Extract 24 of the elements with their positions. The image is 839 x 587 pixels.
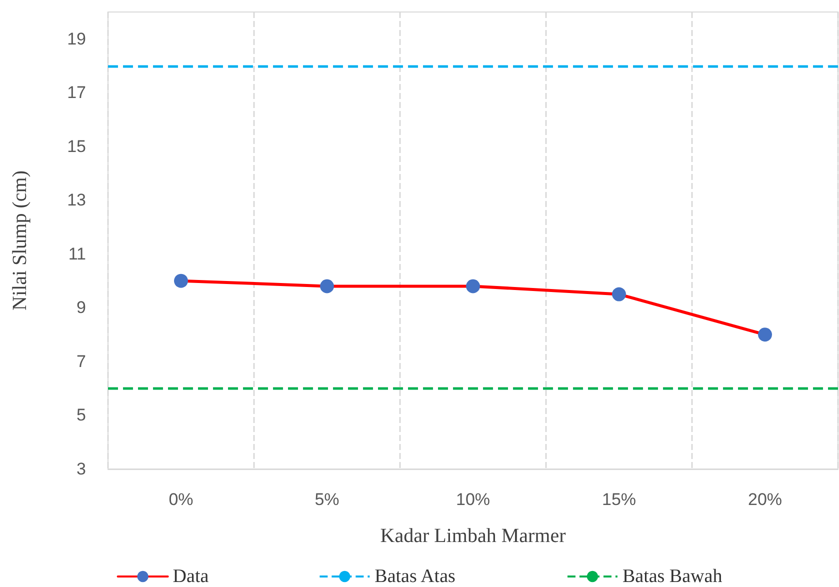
x-tick-label: 5% [314, 490, 340, 509]
x-tick-label: 10% [456, 490, 490, 509]
point [612, 287, 626, 302]
y-tick-label: 5 [76, 406, 86, 425]
point [466, 279, 480, 294]
y-tick-label: 9 [76, 298, 86, 318]
y-axis-title: Nilai Slump (cm) [9, 170, 31, 310]
y-tick-label: 7 [76, 352, 86, 371]
y-tick-label: 17 [67, 83, 86, 102]
legend-label: Data [172, 566, 210, 587]
x-tick-label: 0% [168, 490, 194, 509]
point [320, 279, 334, 294]
x-tick-label: 15% [602, 490, 636, 509]
legend-label: Batas Atas [374, 566, 456, 587]
x-tick-label: 20% [748, 490, 782, 509]
point [174, 274, 188, 288]
y-tick-label: 19 [67, 29, 86, 48]
y-tick-label: 3 [76, 460, 86, 478]
y-tick-label: 11 [68, 244, 86, 264]
y-tick-label: 13 [67, 190, 86, 210]
point [758, 328, 772, 342]
y-tick-label: 15 [67, 136, 86, 156]
x-axis-title: Kadar Limbah Marmer [380, 525, 566, 547]
legend-label: Batas Bawah [622, 566, 723, 587]
